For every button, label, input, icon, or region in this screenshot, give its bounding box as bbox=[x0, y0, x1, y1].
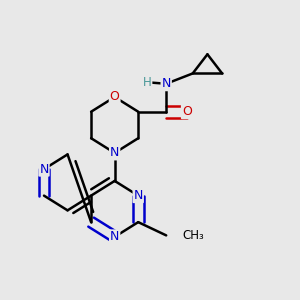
Text: N: N bbox=[110, 230, 119, 243]
Text: N: N bbox=[134, 189, 143, 202]
Text: H: H bbox=[143, 76, 152, 89]
Text: N: N bbox=[110, 146, 119, 159]
Text: N: N bbox=[39, 163, 49, 176]
Text: CH₃: CH₃ bbox=[182, 229, 204, 242]
Text: O: O bbox=[182, 105, 192, 118]
Text: O: O bbox=[110, 91, 120, 103]
Text: N: N bbox=[161, 77, 171, 90]
